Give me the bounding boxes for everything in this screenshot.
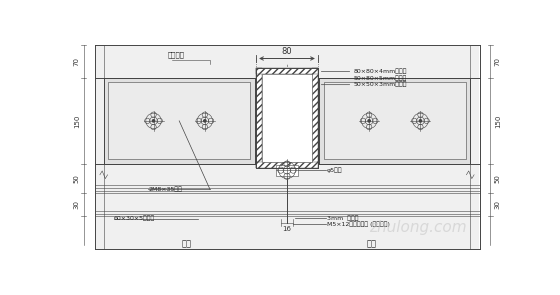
Text: 结构技术: 结构技术 bbox=[167, 51, 185, 58]
Text: 50×80×5mm角铝模: 50×80×5mm角铝模 bbox=[354, 76, 407, 81]
Text: 3mm  缓冲材: 3mm 缓冲材 bbox=[327, 215, 358, 221]
Text: 50: 50 bbox=[495, 174, 501, 183]
Text: 70: 70 bbox=[74, 57, 80, 66]
Bar bbox=[256, 68, 318, 74]
Text: 截计: 截计 bbox=[182, 240, 192, 249]
Text: 150: 150 bbox=[74, 114, 80, 127]
Bar bbox=[276, 165, 298, 176]
Bar bbox=[324, 82, 465, 159]
Text: 2M8×35螺栓: 2M8×35螺栓 bbox=[148, 187, 182, 192]
Bar bbox=[256, 68, 262, 168]
Text: 50: 50 bbox=[74, 174, 80, 183]
Text: 70: 70 bbox=[495, 57, 501, 66]
Text: 80×80×4mm角铝模: 80×80×4mm角铝模 bbox=[354, 69, 408, 74]
Bar bbox=[95, 45, 479, 249]
Bar bbox=[311, 68, 318, 168]
Bar bbox=[104, 78, 255, 164]
Text: 截计: 截计 bbox=[367, 240, 377, 249]
Text: 80: 80 bbox=[282, 47, 292, 56]
Text: 150: 150 bbox=[495, 114, 501, 127]
Circle shape bbox=[419, 120, 422, 122]
Text: 50×50×3mm角铝模: 50×50×3mm角铝模 bbox=[354, 82, 408, 88]
Text: 16: 16 bbox=[282, 226, 292, 232]
Bar bbox=[256, 68, 318, 168]
Text: zhulong.com: zhulong.com bbox=[369, 220, 466, 235]
Text: φ5铜杆: φ5铜杆 bbox=[327, 167, 343, 173]
Text: M5×12不锈钢螺栓 (位置可调): M5×12不锈钢螺栓 (位置可调) bbox=[327, 221, 390, 227]
Bar bbox=[109, 82, 250, 159]
Circle shape bbox=[204, 120, 206, 122]
Bar bbox=[256, 68, 318, 168]
Bar bbox=[256, 162, 318, 168]
Bar bbox=[319, 78, 470, 164]
Circle shape bbox=[368, 120, 370, 122]
Circle shape bbox=[152, 120, 155, 122]
Text: 60×30×5角铝模: 60×30×5角铝模 bbox=[114, 216, 155, 222]
Text: 30: 30 bbox=[74, 200, 80, 209]
Bar bbox=[262, 74, 311, 162]
Text: 30: 30 bbox=[495, 200, 501, 209]
